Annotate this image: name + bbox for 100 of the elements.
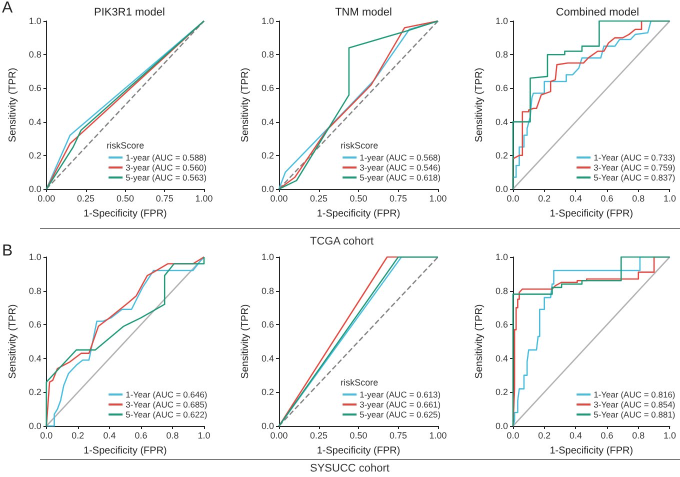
- legend-label: 1-year (AUC = 0.568): [359, 152, 440, 162]
- y-axis-title: Sensitivity (TPR): [240, 68, 251, 142]
- y-tick-label: 0.4: [261, 353, 274, 364]
- y-tick-label: 0.4: [28, 116, 42, 127]
- legend-label: 3-year (AUC = 0.560): [126, 162, 207, 172]
- x-tick-label: 0.4: [103, 430, 116, 440]
- y-tick-label: 0.2: [261, 387, 274, 398]
- y-tick-label: 0.6: [496, 83, 508, 94]
- x-tick-label: 0.4: [570, 430, 582, 440]
- x-axis-title: 1-Specificity (FPR): [316, 208, 400, 220]
- legend-label: 5-Year (AUC = 0.881): [594, 410, 676, 420]
- x-tick-label: 1.0: [664, 430, 676, 440]
- legend-label: 5-Year (AUC = 0.837): [594, 172, 676, 182]
- y-axis-title: Sensitivity (TPR): [240, 304, 251, 379]
- legend-label: 1-year (AUC = 0.613): [359, 390, 440, 400]
- x-tick-label: 0.00: [270, 430, 288, 440]
- legend-label: 3-Year (AUC = 0.854): [594, 400, 676, 410]
- x-tick-label: 0.0: [507, 194, 520, 204]
- x-tick-label: 1.0: [664, 194, 676, 204]
- legend-label: 5-Year (AUC = 0.622): [126, 410, 208, 420]
- y-tick-label: 1.0: [261, 16, 274, 26]
- y-tick-label: 0.4: [496, 116, 508, 127]
- x-tick-label: 0.75: [389, 430, 407, 440]
- x-tick-label: 0.6: [134, 430, 148, 440]
- x-tick-label: 0.75: [389, 194, 407, 204]
- y-axis-title: Sensitivity (TPR): [474, 304, 486, 379]
- y-tick-label: 1.0: [261, 252, 274, 262]
- x-tick-label: 0.4: [570, 194, 582, 204]
- x-axis-title: 1-Specificity (FPR): [550, 208, 634, 220]
- text: SYSUCC cohort: [310, 462, 390, 474]
- x-tick-label: 0.25: [310, 430, 328, 440]
- y-tick-label: 0.0: [496, 421, 508, 431]
- y-tick-label: 0.2: [496, 150, 508, 160]
- y-tick-label: 0.0: [28, 421, 42, 431]
- x-tick-label: 0.2: [72, 430, 84, 440]
- legend-label: 1-Year (AUC = 0.646): [126, 390, 208, 400]
- x-tick-label: 1.0: [198, 430, 210, 440]
- legend-title: riskScore: [340, 140, 378, 150]
- x-tick-label: 0.00: [38, 194, 56, 204]
- legend-title: riskScore: [106, 140, 144, 150]
- legend-label: 3-year (AUC = 0.661): [359, 400, 440, 410]
- y-tick-label: 1.0: [496, 252, 508, 262]
- x-tick-label: 0.8: [632, 430, 645, 440]
- y-tick-label: 0.4: [261, 116, 274, 127]
- y-tick-label: 0.0: [261, 421, 274, 431]
- y-tick-label: 0.8: [28, 286, 42, 296]
- y-axis-title: Sensitivity (TPR): [474, 68, 486, 142]
- x-tick-label: 0.75: [156, 194, 174, 204]
- y-tick-label: 0.0: [261, 184, 274, 194]
- y-tick-label: 0.6: [496, 320, 508, 330]
- x-tick-label: 0.50: [349, 194, 367, 204]
- chart-title: PIK3R1 model: [94, 6, 165, 18]
- y-axis-title: Sensitivity (TPR): [8, 68, 18, 142]
- y-tick-label: 1.0: [28, 252, 42, 262]
- y-tick-label: 0.6: [28, 83, 42, 94]
- y-tick-label: 1.0: [496, 16, 508, 26]
- y-tick-label: 0.2: [496, 387, 508, 398]
- x-tick-label: 0.2: [538, 430, 551, 440]
- legend-label: 1-year (AUC = 0.588): [126, 152, 207, 162]
- y-tick-label: 1.0: [28, 16, 42, 26]
- x-tick-label: 0.0: [507, 430, 520, 440]
- x-axis-title: 1-Specificity (FPR): [84, 208, 167, 220]
- chart-title: Combined model: [556, 6, 640, 18]
- legend-label: 3-year (AUC = 0.546): [359, 162, 440, 172]
- x-tick-label: 1.00: [428, 430, 446, 440]
- x-tick-label: 0.8: [632, 194, 645, 204]
- legend-label: 3-Year (AUC = 0.759): [594, 162, 676, 172]
- x-tick-label: 1.00: [428, 194, 446, 204]
- y-tick-label: 0.4: [496, 353, 508, 364]
- y-tick-label: 0.8: [261, 286, 274, 296]
- legend-label: 1-Year (AUC = 0.733): [594, 152, 676, 162]
- y-tick-label: 0.0: [28, 184, 42, 194]
- x-tick-label: 0.8: [166, 430, 179, 440]
- y-tick-label: 0.6: [261, 83, 274, 94]
- x-tick-label: 0.2: [538, 194, 551, 204]
- x-axis-title: 1-Specificity (FPR): [84, 446, 167, 456]
- y-tick-label: 0.8: [496, 50, 508, 60]
- legend-title: riskScore: [340, 378, 378, 388]
- text: A: [2, 0, 13, 16]
- x-axis-title: 1-Specificity (FPR): [550, 446, 634, 456]
- y-tick-label: 0.0: [496, 184, 508, 194]
- text: B: [2, 242, 13, 260]
- y-tick-label: 0.4: [28, 353, 42, 364]
- y-tick-label: 0.8: [261, 50, 274, 60]
- y-tick-label: 0.2: [28, 150, 42, 160]
- y-axis-title: Sensitivity (TPR): [8, 304, 18, 379]
- chart-title: TNM model: [334, 6, 392, 18]
- legend-label: 5-year (AUC = 0.625): [359, 410, 440, 420]
- y-tick-label: 0.2: [261, 150, 274, 160]
- legend-label: 3-Year (AUC = 0.685): [126, 400, 208, 410]
- legend-label: 1-Year (AUC = 0.816): [594, 390, 676, 400]
- x-tick-label: 0.50: [349, 430, 367, 440]
- legend-label: 5-year (AUC = 0.618): [359, 172, 440, 182]
- y-tick-label: 0.8: [28, 50, 42, 60]
- x-axis-title: 1-Specificity (FPR): [316, 446, 400, 456]
- x-tick-label: 0.25: [77, 194, 95, 204]
- text: TCGA cohort: [310, 236, 374, 248]
- legend-label: 5-year (AUC = 0.563): [126, 172, 207, 182]
- x-tick-label: 0.50: [116, 194, 134, 204]
- x-tick-label: 0.6: [601, 194, 614, 204]
